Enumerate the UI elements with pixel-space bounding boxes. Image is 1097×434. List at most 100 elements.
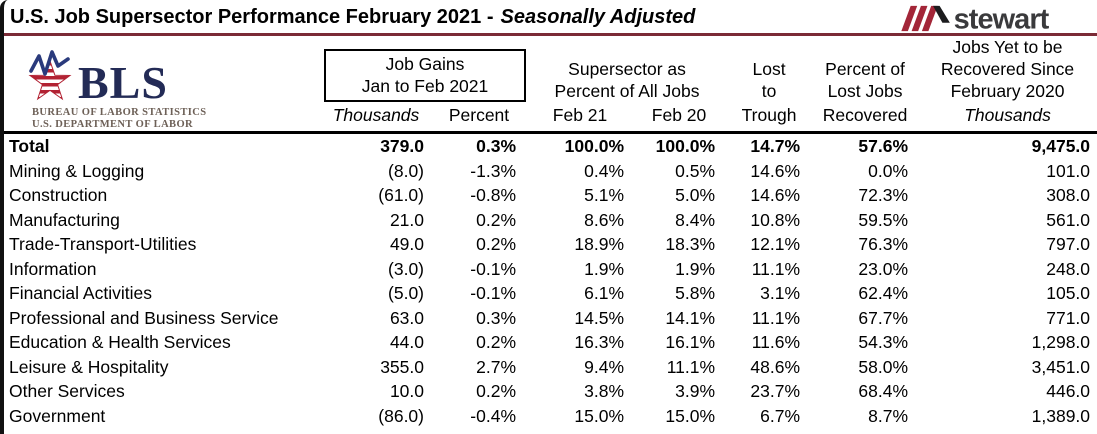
cell-feb21: 100.0% — [564, 136, 625, 156]
cell-trough: 14.6% — [750, 185, 801, 205]
cell-sector: Total — [9, 136, 50, 156]
table-row: Total 379.0 0.3% 100.0% 100.0% 14.7% 57.6% 9,47… — [4, 133, 1097, 159]
cell-trough: 23.7% — [750, 381, 801, 401]
subheader-thousands: Thousands — [322, 102, 430, 134]
cell-feb21: 5.1% — [584, 185, 625, 205]
page-title-italic: Seasonally Adjusted — [500, 6, 696, 28]
table-row: Financial Activities (5.0) -0.1% 6.1% 5.8% 3.… — [4, 281, 1097, 306]
subheader-feb21: Feb 21 — [528, 102, 633, 134]
table-row: Information (3.0) -0.1% 1.9% 1.9% 11.1% 23.0% 2… — [4, 257, 1097, 282]
cell-percent: 0.2% — [476, 234, 517, 254]
bls-logo-cell: BLS BUREAU OF LABOR STATISTICS U.S. DEPA… — [4, 36, 322, 134]
cell-sector: Information — [9, 258, 97, 279]
jobs-yet-line2: Recovered Since — [940, 59, 1075, 79]
cell-percent: 2.7% — [476, 356, 517, 377]
cell-thousands: 379.0 — [380, 136, 424, 156]
cell-sector: Other Services — [9, 381, 125, 401]
cell-feb20: 11.1% — [666, 356, 716, 377]
cell-yet: 446.0 — [1046, 381, 1091, 401]
cell-percent: -0.4% — [470, 405, 517, 426]
cell-trough: 11.6% — [751, 332, 801, 352]
table-row: Professional and Business Service 63.0 0.3… — [4, 306, 1097, 331]
jobs-yet-line3: February 2020 — [950, 81, 1065, 101]
cell-percent: 0.2% — [476, 381, 517, 401]
subheader-feb20: Feb 20 — [632, 102, 727, 134]
bls-dept-line2: U.S. DEPARTMENT OF LABOR — [32, 119, 194, 130]
title-divider-rule — [4, 33, 1097, 36]
cell-feb20: 0.5% — [675, 160, 716, 181]
stewart-wordmark: stewart — [954, 5, 1050, 33]
cell-sector: Manufacturing — [9, 209, 120, 230]
cell-feb21: 9.4% — [584, 356, 625, 377]
subheader-yet-thousands: Thousands — [918, 102, 1097, 134]
cell-percent: -0.8% — [470, 185, 517, 205]
cell-feb21: 8.6% — [584, 209, 625, 230]
cell-sector: Government — [9, 405, 106, 426]
cell-feb21: 3.8% — [584, 381, 625, 401]
cell-trough: 3.1% — [760, 283, 801, 303]
cell-thousands: 63.0 — [389, 307, 424, 328]
cell-yet: 101.0 — [1046, 160, 1091, 181]
cell-trough: 48.6% — [750, 356, 801, 377]
subheader-trough: Trough — [726, 102, 813, 134]
cell-trough: 14.6% — [750, 160, 801, 181]
cell-feb20: 16.1% — [665, 332, 716, 352]
cell-yet: 1,298.0 — [1031, 332, 1091, 352]
cell-sector: Leisure & Hospitality — [9, 356, 169, 377]
cell-recovered: 54.3% — [858, 332, 909, 352]
cell-trough: 14.7% — [750, 136, 801, 156]
job-gains-box: Job Gains Jan to Feb 2021 — [324, 49, 527, 102]
cell-recovered: 62.4% — [858, 283, 909, 303]
cell-recovered: 76.3% — [858, 234, 909, 254]
cell-trough: 11.1% — [751, 258, 801, 279]
cell-thousands: (61.0) — [378, 185, 424, 205]
table-header: BLS BUREAU OF LABOR STATISTICS U.S. DEPA… — [4, 36, 1097, 134]
cell-sector: Financial Activities — [9, 283, 152, 303]
job-gains-line2: Jan to Feb 2021 — [361, 76, 489, 96]
pct-recovered-line1: Percent of — [825, 59, 905, 79]
table-row: Education & Health Services 44.0 0.2% 16.3%… — [4, 330, 1097, 355]
cell-feb21: 1.9% — [584, 258, 625, 279]
supersector-line2: Percent of All Jobs — [554, 81, 700, 101]
cell-recovered: 8.7% — [868, 405, 909, 426]
group-header-supersector: Supersector as Percent of All Jobs — [528, 36, 726, 102]
table-row: Construction (61.0) -0.8% 5.1% 5.0% 14.6% 72.3… — [4, 183, 1097, 208]
group-header-lost: Lost to — [726, 36, 812, 102]
sub-header-row: Thousands Percent Feb 21 Feb 20 Trough R… — [4, 102, 1097, 134]
cell-feb20: 15.0% — [665, 405, 716, 426]
cell-recovered: 59.5% — [858, 209, 909, 230]
cell-recovered: 72.3% — [858, 185, 909, 205]
cell-yet: 561.0 — [1046, 209, 1091, 230]
pct-recovered-line2: Lost Jobs — [827, 81, 903, 101]
cell-thousands: (86.0) — [378, 405, 424, 426]
group-header-row: BLS BUREAU OF LABOR STATISTICS U.S. DEPA… — [4, 36, 1097, 134]
cell-recovered: 67.7% — [858, 307, 909, 328]
cell-recovered: 0.0% — [868, 160, 909, 181]
cell-thousands: 44.0 — [389, 332, 424, 352]
cell-percent: -1.3% — [470, 160, 517, 181]
cell-trough: 10.8% — [750, 209, 801, 230]
cell-trough: 12.1% — [750, 234, 801, 254]
supersector-table: BLS BUREAU OF LABOR STATISTICS U.S. DEPA… — [4, 36, 1097, 428]
subheader-recovered: Recovered — [812, 102, 919, 134]
cell-yet: 105.0 — [1046, 283, 1091, 303]
cell-percent: 0.2% — [476, 209, 517, 230]
group-header-jobs-yet: Jobs Yet to be Recovered Since February … — [918, 36, 1097, 102]
job-gains-line1: Job Gains — [385, 54, 465, 74]
page-title-main: U.S. Job Supersector Performance Februar… — [10, 6, 494, 28]
cell-sector: Education & Health Services — [9, 332, 231, 352]
cell-recovered: 68.4% — [858, 381, 909, 401]
table-row: Leisure & Hospitality 355.0 2.7% 9.4% 11.1% 4… — [4, 355, 1097, 380]
table-row: Government (86.0) -0.4% 15.0% 15.0% 6.7% 8.7% 1… — [4, 404, 1097, 429]
cell-yet: 308.0 — [1046, 185, 1091, 205]
subheader-percent: Percent — [430, 102, 529, 134]
cell-trough: 11.1% — [751, 307, 801, 328]
cell-percent: 0.2% — [476, 332, 517, 352]
cell-percent: -0.1% — [470, 283, 517, 303]
cell-feb21: 14.5% — [574, 307, 625, 328]
cell-thousands: 49.0 — [389, 234, 424, 254]
cell-yet: 3,451.0 — [1031, 356, 1091, 377]
table-body: Total 379.0 0.3% 100.0% 100.0% 14.7% 57.6% 9,47… — [4, 133, 1097, 429]
table-row: Trade-Transport-Utilities 49.0 0.2% 18.9% 18… — [4, 232, 1097, 257]
bls-acronym: BLS — [78, 57, 168, 108]
